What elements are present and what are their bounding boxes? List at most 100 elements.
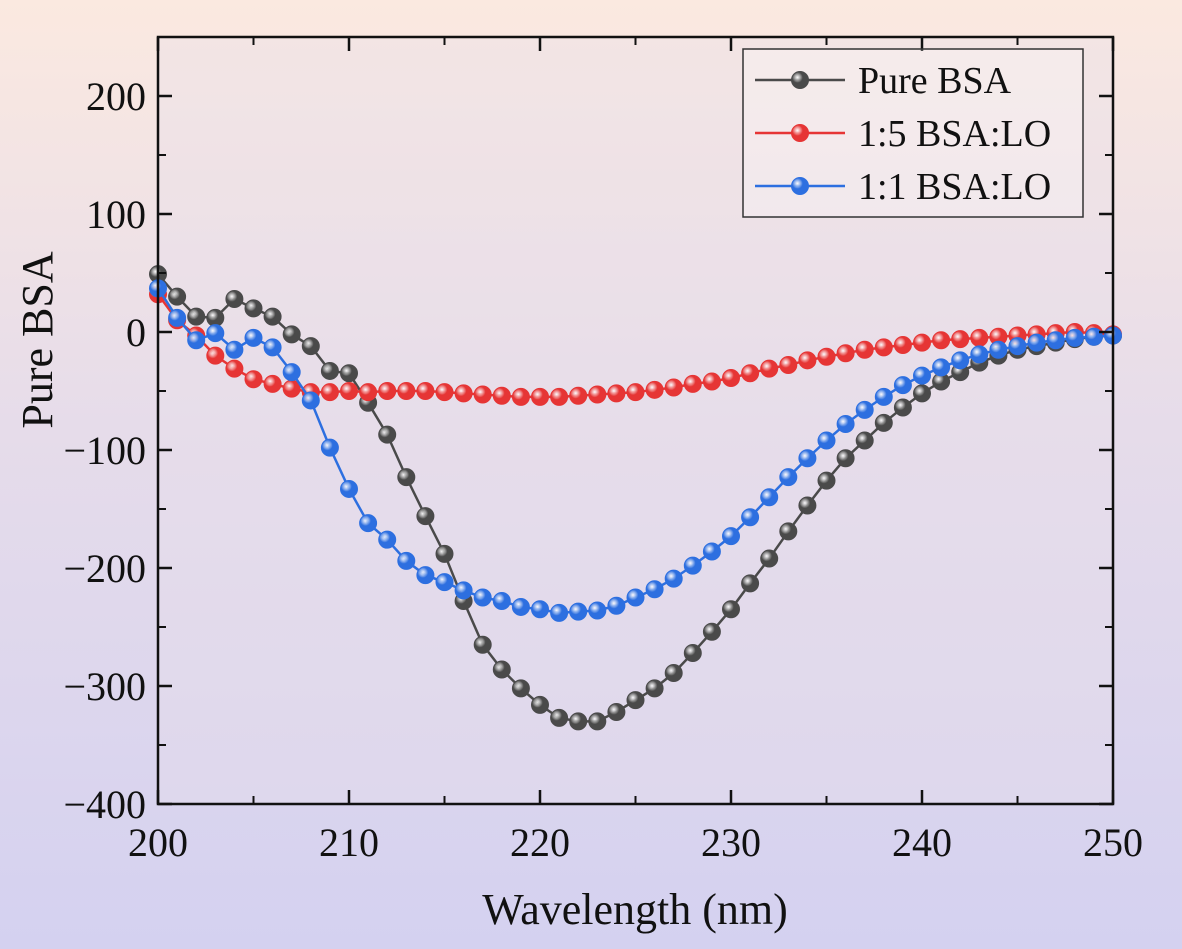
data-point-1-5-bsa-lo (263, 374, 282, 393)
data-point-1-1-bsa-lo (378, 530, 397, 549)
data-point-1-5-bsa-lo (607, 384, 626, 403)
data-point-1-1-bsa-lo (817, 431, 836, 450)
data-point-1-1-bsa-lo (588, 601, 607, 620)
data-point-1-1-bsa-lo (359, 514, 378, 533)
data-point-1-5-bsa-lo (836, 344, 855, 363)
data-point-1-5-bsa-lo (531, 387, 549, 406)
data-point-pure-bsa (206, 308, 225, 327)
data-point-1-1-bsa-lo (1046, 331, 1065, 350)
data-point-1-5-bsa-lo (473, 385, 492, 404)
x-tick-label: 220 (510, 820, 570, 865)
data-point-1-1-bsa-lo (531, 600, 549, 619)
data-point-1-5-bsa-lo (244, 370, 263, 389)
data-point-pure-bsa (435, 544, 454, 563)
data-point-1-1-bsa-lo (932, 358, 951, 377)
y-tick-label: −400 (63, 782, 146, 827)
data-point-1-5-bsa-lo (569, 386, 588, 405)
data-point-pure-bsa (320, 361, 339, 380)
legend-label-pure-bsa: Pure BSA (858, 60, 1012, 102)
data-point-pure-bsa (168, 287, 187, 306)
series-layer (149, 265, 1122, 731)
data-point-1-1-bsa-lo (970, 345, 989, 364)
data-point-1-1-bsa-lo (1065, 328, 1084, 347)
x-tick-label: 250 (1083, 820, 1143, 865)
data-point-1-1-bsa-lo (569, 602, 588, 621)
data-point-1-1-bsa-lo (951, 351, 970, 370)
data-point-pure-bsa (473, 635, 492, 654)
data-point-pure-bsa (263, 307, 282, 326)
data-point-pure-bsa (340, 364, 358, 383)
x-tick-label: 240 (892, 820, 952, 865)
data-point-1-1-bsa-lo (683, 556, 702, 575)
data-point-pure-bsa (855, 431, 874, 450)
data-point-pure-bsa (397, 468, 416, 487)
data-point-1-1-bsa-lo (741, 508, 760, 527)
data-point-pure-bsa (244, 299, 263, 318)
data-point-1-1-bsa-lo (664, 569, 683, 588)
data-point-1-1-bsa-lo (836, 415, 855, 434)
legend-label-1-1-bsa-lo: 1:1 BSA:LO (858, 166, 1051, 208)
data-point-1-5-bsa-lo (645, 380, 664, 399)
data-point-1-1-bsa-lo (855, 400, 874, 419)
data-point-1-1-bsa-lo (206, 324, 225, 343)
data-point-1-1-bsa-lo (779, 468, 798, 487)
data-point-1-1-bsa-lo (511, 597, 530, 616)
data-point-1-1-bsa-lo (187, 331, 206, 350)
data-point-pure-bsa (817, 471, 836, 490)
data-point-pure-bsa (282, 325, 301, 344)
data-point-pure-bsa (664, 664, 683, 683)
data-point-1-5-bsa-lo (492, 386, 511, 405)
data-point-1-1-bsa-lo (1084, 327, 1103, 346)
data-point-1-1-bsa-lo (168, 308, 187, 327)
data-point-1-1-bsa-lo (282, 363, 301, 382)
data-point-pure-bsa (607, 702, 626, 721)
data-point-1-1-bsa-lo (225, 340, 244, 359)
data-point-1-1-bsa-lo (320, 438, 339, 457)
data-point-1-1-bsa-lo (722, 527, 740, 546)
data-point-1-5-bsa-lo (683, 374, 702, 393)
data-point-1-5-bsa-lo (435, 383, 454, 402)
data-point-1-1-bsa-lo (607, 596, 626, 615)
data-point-1-1-bsa-lo (874, 387, 893, 406)
data-point-pure-bsa (798, 496, 817, 515)
data-point-1-5-bsa-lo (893, 335, 912, 354)
data-point-1-5-bsa-lo (588, 385, 607, 404)
data-point-pure-bsa (187, 307, 206, 326)
data-point-pure-bsa (779, 522, 798, 541)
data-point-1-1-bsa-lo (702, 542, 721, 561)
data-point-pure-bsa (492, 660, 511, 679)
data-point-pure-bsa (225, 289, 244, 308)
data-point-1-1-bsa-lo (263, 338, 282, 357)
y-tick-label: 0 (126, 310, 146, 355)
y-tick-label: 100 (86, 192, 146, 237)
data-point-1-1-bsa-lo (416, 566, 435, 585)
data-point-1-5-bsa-lo (760, 359, 779, 378)
legend-label-1-5-bsa-lo: 1:5 BSA:LO (858, 113, 1051, 155)
data-point-1-5-bsa-lo (741, 364, 760, 383)
data-point-1-1-bsa-lo (626, 588, 645, 607)
x-axis-title: Wavelength (nm) (482, 885, 788, 934)
data-point-1-1-bsa-lo (492, 592, 511, 611)
y-axis-title: Pure BSA (13, 251, 62, 428)
data-point-1-1-bsa-lo (798, 449, 817, 468)
data-point-pure-bsa (645, 679, 664, 698)
data-point-1-5-bsa-lo (378, 382, 397, 400)
data-point-1-5-bsa-lo (798, 351, 817, 370)
data-point-1-5-bsa-lo (913, 333, 931, 352)
plot-area (158, 37, 1113, 804)
data-point-1-5-bsa-lo (874, 338, 893, 357)
data-point-pure-bsa (741, 574, 760, 593)
data-point-1-5-bsa-lo (320, 383, 339, 402)
data-point-1-1-bsa-lo (989, 340, 1008, 359)
data-point-1-5-bsa-lo (454, 384, 473, 403)
data-point-1-1-bsa-lo (301, 391, 320, 410)
data-point-1-1-bsa-lo (550, 603, 569, 622)
data-point-1-5-bsa-lo (225, 359, 244, 378)
data-point-pure-bsa (722, 600, 740, 619)
data-point-1-1-bsa-lo (340, 479, 358, 498)
data-point-1-1-bsa-lo (645, 580, 664, 599)
data-point-1-5-bsa-lo (550, 387, 569, 406)
data-point-1-1-bsa-lo (244, 328, 263, 347)
data-point-1-5-bsa-lo (702, 372, 721, 391)
data-point-pure-bsa (702, 622, 721, 641)
